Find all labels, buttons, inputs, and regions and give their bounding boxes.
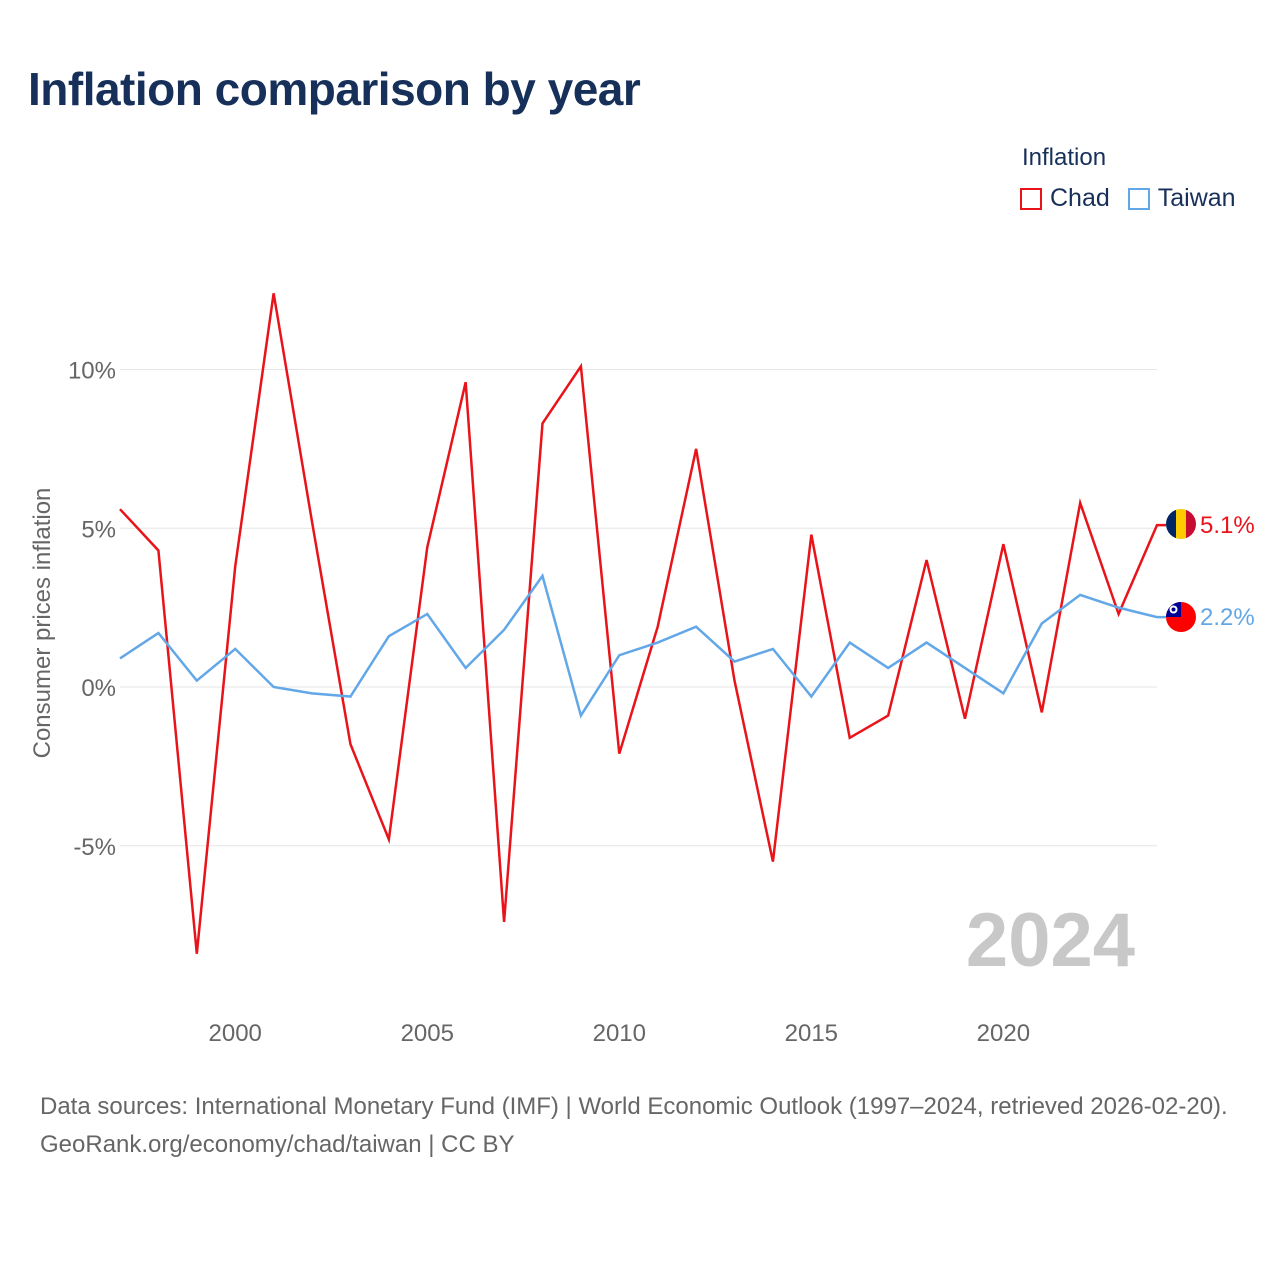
series-lines <box>119 293 1166 954</box>
legend-item-taiwan[interactable]: Taiwan <box>1127 184 1236 213</box>
legend: Chad Taiwan <box>1020 184 1254 213</box>
y-axis-ticks: -5% 0% 5% 10% <box>68 358 116 861</box>
source-link[interactable]: GeoRank.org/economy/chad/taiwan | CC BY <box>40 1131 515 1158</box>
y-axis-label: Consumer prices inflation <box>29 488 56 759</box>
chad-flag-icon <box>1166 509 1196 539</box>
y-tick-label: -5% <box>73 834 116 861</box>
x-tick-label: 2010 <box>593 1020 646 1047</box>
y-tick-label: 0% <box>81 675 116 702</box>
x-tick-label: 2000 <box>209 1020 262 1047</box>
x-tick-label: 2020 <box>977 1020 1030 1047</box>
series-end-labels: 5.1% 2.2% <box>1200 512 1255 631</box>
series-line-chad <box>119 293 1166 954</box>
legend-item-chad[interactable]: Chad <box>1020 184 1110 213</box>
y-tick-label: 10% <box>68 358 116 385</box>
legend-swatch-chad <box>1020 187 1042 210</box>
legend-swatch-taiwan <box>1127 187 1150 210</box>
legend-label-chad: Chad <box>1050 184 1110 212</box>
page-title: Inflation comparison by year <box>28 63 641 115</box>
data-sources: Data sources: International Monetary Fun… <box>40 1093 1228 1120</box>
line-chart: -5% 0% 5% 10% 2000 2005 2010 2015 2020 2024 Con… <box>29 293 1255 1047</box>
end-label-chad: 5.1% <box>1200 512 1255 539</box>
gridlines <box>120 369 1157 847</box>
taiwan-flag-icon <box>1166 602 1196 632</box>
legend-label-taiwan: Taiwan <box>1157 184 1236 212</box>
x-tick-label: 2005 <box>401 1020 454 1047</box>
end-label-taiwan: 2.2% <box>1200 604 1255 631</box>
series-line-taiwan <box>119 573 1166 719</box>
legend-title: Inflation <box>1022 144 1107 171</box>
y-tick-label: 5% <box>81 516 116 543</box>
x-axis-ticks: 2000 2005 2010 2015 2020 <box>209 1020 1031 1047</box>
footer: Data sources: International Monetary Fun… <box>40 1088 1250 1164</box>
year-watermark: 2024 <box>966 898 1135 983</box>
x-tick-label: 2015 <box>785 1020 838 1047</box>
